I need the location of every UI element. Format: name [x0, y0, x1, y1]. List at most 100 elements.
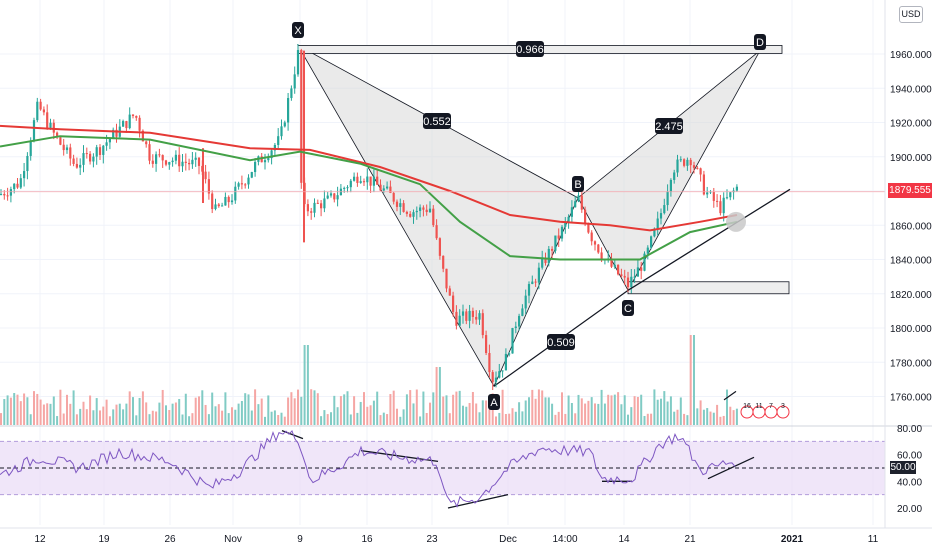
candle-body [597, 244, 600, 253]
volume-bar [16, 394, 19, 425]
currency-button[interactable]: USD [899, 6, 923, 23]
candle-body [227, 196, 230, 203]
candle-body [593, 241, 597, 245]
volume-bar [422, 391, 425, 425]
highlight-circle [726, 211, 746, 232]
volume-bar [465, 406, 468, 425]
candle-body [181, 161, 184, 167]
candle-body [207, 179, 210, 194]
candle-body [643, 253, 646, 271]
candle-body [244, 184, 247, 186]
candle-body [547, 248, 550, 264]
volume-bar [135, 415, 138, 425]
volume-bar [735, 408, 738, 425]
candle-body [428, 208, 432, 213]
candle-body [98, 147, 102, 155]
candle-body [527, 284, 531, 296]
volume-bar [247, 394, 250, 425]
volume-bar [528, 397, 530, 425]
candle-body [514, 326, 517, 329]
price-tick-label: 1840.000 [890, 256, 932, 267]
volume-bar [33, 391, 35, 425]
pattern-bcd-triangle [577, 50, 761, 292]
candle-body [39, 101, 42, 110]
time-tick-label: 2021 [781, 534, 804, 545]
volume-bar [89, 395, 92, 425]
volume-bar [425, 412, 428, 425]
candle-body [491, 372, 494, 382]
volume-bar [141, 391, 144, 425]
volume-bar [627, 414, 629, 425]
candle-body [392, 192, 395, 202]
candle-body [646, 247, 649, 254]
rsi-line [0, 429, 736, 508]
candle-body [296, 50, 300, 75]
price-tick-label: 1760.000 [890, 393, 932, 404]
volume-bar [709, 411, 712, 425]
candle-body [3, 193, 6, 196]
volume-bar [132, 397, 134, 425]
volume-bar [610, 395, 613, 425]
candle-body [310, 211, 313, 213]
candle-body [409, 213, 412, 217]
volume-bar [201, 390, 204, 425]
volume-bar [544, 397, 547, 425]
volume-bar [221, 410, 224, 425]
volume-bar [537, 389, 540, 425]
volume-bar [574, 413, 577, 425]
volume-bar [518, 402, 521, 425]
candle-body [669, 179, 672, 192]
pattern-labels: X A B C D 0.552 0.509 2.475 0.966 16 11 7 3 [292, 22, 790, 419]
volume-bar [620, 404, 623, 425]
volume-bar [432, 392, 435, 425]
candle-body [623, 275, 626, 278]
volume-bar [310, 389, 313, 425]
ratio-label-text: 2.475 [655, 121, 683, 133]
price-tick-label: 1960.000 [890, 50, 932, 61]
candle-body [247, 177, 250, 185]
volume-bars [0, 335, 738, 425]
volume-bar [346, 391, 349, 425]
volume-bar [376, 391, 379, 425]
candle-body [230, 200, 234, 203]
volume-bar [75, 414, 78, 425]
volume-bar [0, 413, 2, 425]
candle-body [574, 201, 577, 208]
volume-bar [264, 416, 266, 425]
price-tick-label: 1800.000 [890, 324, 932, 335]
time-tick-label: Nov [224, 534, 242, 545]
volume-bar [679, 397, 682, 425]
candle-body [125, 121, 128, 129]
point-label-a: A [488, 394, 500, 410]
moving-averages [0, 124, 885, 261]
volume-bar [669, 396, 672, 425]
volume-bar [623, 395, 626, 425]
volume-bar [125, 403, 128, 425]
volume-bar [458, 390, 461, 425]
candle-body [171, 160, 174, 163]
candle-body [712, 191, 715, 201]
volume-bar [366, 406, 369, 425]
volume-bar [244, 393, 247, 425]
volume-bar [257, 404, 260, 425]
volume-bar [557, 411, 560, 425]
candle-body [438, 238, 441, 256]
ratio-label: 2.475 [655, 118, 683, 134]
volume-bar [13, 393, 16, 425]
volume-bar [372, 400, 375, 425]
candle-body [719, 201, 722, 214]
volume-bar [531, 389, 534, 425]
volume-bar [56, 416, 59, 425]
volume-bar [448, 413, 451, 425]
volume-bar [343, 394, 346, 425]
candle-body [128, 114, 131, 129]
volume-bar [597, 403, 600, 425]
volume-bar [696, 408, 699, 425]
volume-bar [729, 406, 732, 425]
volume-bar [336, 407, 339, 425]
candle-body [69, 147, 72, 159]
candle-body [468, 310, 471, 321]
event-count: 16 [743, 403, 751, 410]
volume-bar [541, 390, 544, 425]
